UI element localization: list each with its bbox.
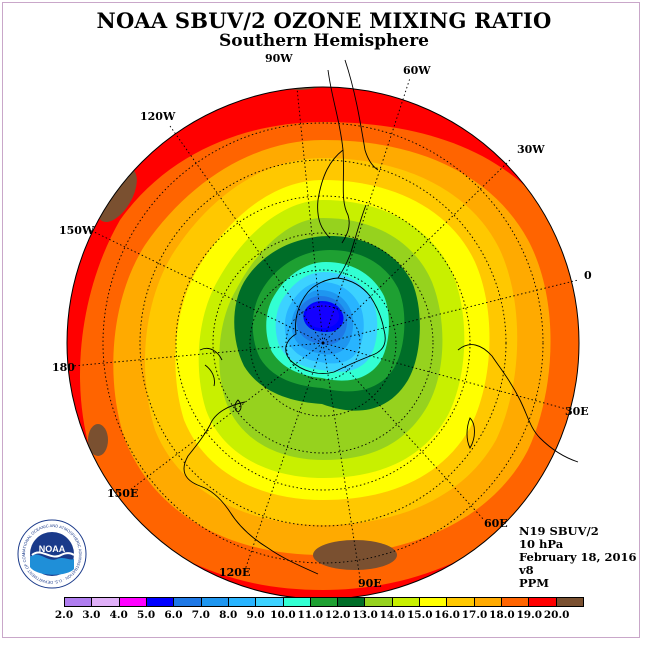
lon-label-180: 180: [52, 361, 75, 374]
lon-label-120e: 120E: [219, 566, 251, 579]
color-scale-tick-label: 2.0: [54, 609, 74, 621]
color-scale-tick-label: 6.0: [164, 609, 183, 621]
map-subtitle: Southern Hemisphere: [219, 31, 429, 51]
info-satellite: N19 SBUV/2: [519, 524, 599, 538]
color-swatch: [228, 598, 257, 606]
color-swatch: [392, 598, 421, 606]
color-swatch: [119, 598, 147, 606]
ozone-minimum: [305, 303, 340, 329]
color-scale-tick-label: 8.0: [219, 609, 238, 621]
lon-label-150w: 150W: [59, 224, 95, 237]
lon-label-150e: 150E: [107, 487, 139, 500]
map-frame: [2, 2, 640, 638]
lon-label-30w: 30W: [517, 143, 545, 156]
noaa-logo: NOAA NATIONAL OCEANIC AND ATMOSPHERIC AD…: [17, 519, 87, 589]
color-scale-tick-label: 17.0: [461, 609, 488, 621]
max-patch-90w: [270, 87, 330, 90]
color-scale-tick-label: 20.0: [543, 609, 570, 621]
coastlines: [183, 59, 579, 575]
lon-label-60w: 60W: [403, 64, 431, 77]
info-date: February 18, 2016: [519, 550, 637, 564]
color-swatch: [365, 598, 393, 606]
color-swatch: [146, 598, 175, 606]
color-scale-bar: [64, 597, 584, 607]
color-scale-tick-label: 16.0: [434, 609, 460, 621]
lon-label-0: 0: [584, 269, 592, 282]
color-swatch: [447, 598, 475, 606]
color-scale-tick-label: 4.0: [109, 609, 128, 621]
map-title: NOAA SBUV/2 OZONE MIXING RATIO: [96, 8, 552, 33]
color-swatch: [556, 598, 583, 606]
coast-antarctica: [285, 277, 386, 374]
logo-text: NOAA: [39, 544, 66, 554]
coast-south-america: [317, 69, 350, 244]
color-scale-tick-label: 14.0: [379, 609, 406, 621]
coast-south-america-east: [344, 59, 379, 171]
lon-label-90w: 90W: [265, 52, 293, 65]
color-swatch: [174, 598, 202, 606]
color-swatch: [92, 598, 120, 606]
color-swatch: [420, 598, 448, 606]
color-swatch: [283, 598, 311, 606]
color-scale-tick-label: 13.0: [352, 609, 378, 621]
color-scale-tick-label: 12.0: [324, 609, 351, 621]
info-version: v8: [519, 563, 534, 577]
lon-label-90e: 90E: [358, 577, 382, 590]
color-swatch: [256, 598, 284, 606]
coast-new-zealand: [199, 347, 223, 387]
color-swatch: [338, 598, 366, 606]
color-scale-tick-label: 11.0: [297, 609, 324, 621]
color-swatch: [65, 598, 93, 606]
color-swatch: [502, 598, 530, 606]
coast-antarctic-peninsula: [337, 204, 367, 279]
color-scale-tick-label: 15.0: [406, 609, 433, 621]
info-block: N19 SBUV/2 10 hPa February 18, 2016 v8 P…: [519, 525, 637, 590]
color-scale-tick-label: 3.0: [82, 609, 101, 621]
color-swatch: [310, 598, 339, 606]
meridians: [71, 77, 579, 579]
color-scale-tick-label: 7.0: [191, 609, 210, 621]
color-scale-tick-label: 9.0: [246, 609, 265, 621]
color-scale-tick-label: 18.0: [489, 609, 515, 621]
max-patch-120w: [97, 167, 137, 223]
info-level: 10 hPa: [519, 537, 564, 551]
lon-label-30e: 30E: [565, 405, 589, 418]
color-swatch: [474, 598, 502, 606]
coast-australia: [183, 401, 319, 575]
color-scale-ticks: 2.0 3.0 4.0 5.0 6.0 7.0 8.0 9.0 10.0 11.0 12.0 13.0…: [0, 609, 648, 623]
info-units: PPM: [519, 576, 550, 590]
color-scale-tick-label: 10.0: [270, 609, 296, 621]
color-swatch: [529, 598, 557, 606]
coast-madagascar: [466, 417, 475, 449]
lon-label-60e: 60E: [484, 517, 508, 530]
color-swatch: [201, 598, 229, 606]
coast-africa: [457, 344, 579, 463]
latitude-circles: [102, 122, 544, 564]
color-scale-tick-label: 5.0: [136, 609, 156, 621]
max-patch-90e: [313, 540, 397, 570]
coast-tasmania: [234, 399, 242, 413]
color-scale-tick-label: 19.0: [516, 609, 543, 621]
max-patch-180: [88, 424, 108, 456]
lon-label-120w: 120W: [140, 110, 176, 123]
